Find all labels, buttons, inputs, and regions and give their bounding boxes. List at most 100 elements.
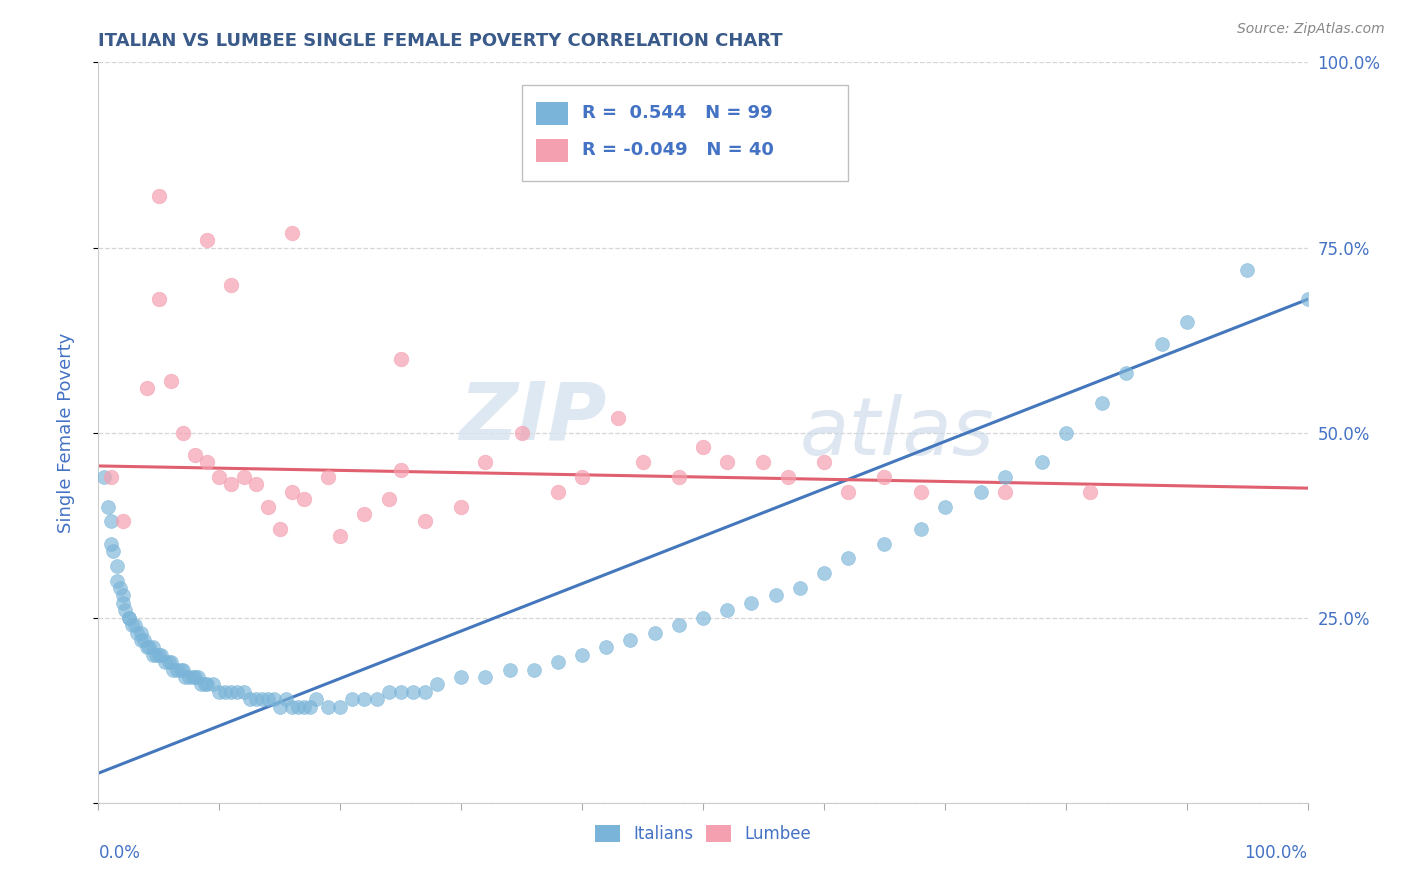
Point [595, 640, 617, 655]
Point [148, 188, 170, 202]
Text: atlas: atlas [800, 393, 994, 472]
Point [208, 470, 231, 484]
Point [100, 536, 122, 550]
Point [129, 625, 152, 640]
Point [150, 648, 173, 662]
Point [776, 470, 799, 484]
Point [172, 425, 194, 440]
Point [692, 610, 714, 624]
Point [402, 685, 425, 699]
Point [510, 425, 533, 440]
Point [765, 589, 787, 603]
Point [474, 455, 496, 469]
Point [118, 610, 141, 624]
Point [970, 484, 993, 499]
Point [389, 351, 412, 366]
Point [813, 566, 835, 581]
Point [202, 677, 225, 691]
Point [256, 500, 278, 514]
Point [426, 677, 449, 691]
Point [111, 589, 134, 603]
Point [716, 455, 738, 469]
Point [269, 522, 291, 536]
Point [118, 610, 141, 624]
Point [208, 685, 231, 699]
Point [239, 692, 262, 706]
Point [245, 692, 267, 706]
Point [169, 663, 191, 677]
Point [389, 462, 412, 476]
Point [148, 293, 170, 307]
Point [813, 455, 835, 469]
Point [547, 484, 569, 499]
Point [934, 500, 956, 514]
Point [108, 581, 131, 595]
Point [873, 470, 896, 484]
Point [389, 685, 412, 699]
Point [101, 544, 124, 558]
Text: 0.0%: 0.0% [98, 844, 141, 862]
Point [114, 603, 136, 617]
Point [221, 685, 243, 699]
Point [910, 522, 932, 536]
Text: R =  0.544   N = 99: R = 0.544 N = 99 [582, 103, 773, 122]
Point [269, 699, 291, 714]
Point [93, 470, 115, 484]
Point [157, 655, 180, 669]
Point [474, 670, 496, 684]
Point [160, 655, 183, 669]
Point [353, 507, 375, 521]
Point [184, 448, 207, 462]
Point [142, 640, 165, 655]
Point [181, 670, 204, 684]
Point [121, 618, 143, 632]
Point [129, 632, 152, 647]
Point [994, 484, 1017, 499]
Point [789, 581, 811, 595]
Point [1236, 262, 1258, 277]
Point [145, 648, 167, 662]
Point [190, 677, 212, 691]
Point [100, 515, 122, 529]
Point [232, 470, 254, 484]
Point [523, 663, 546, 677]
Point [274, 692, 297, 706]
Point [631, 455, 654, 469]
Point [316, 699, 339, 714]
Point [498, 663, 520, 677]
Point [450, 670, 472, 684]
Point [134, 632, 156, 647]
Point [105, 558, 128, 573]
Point [97, 500, 120, 514]
Point [910, 484, 932, 499]
Text: 100.0%: 100.0% [1244, 844, 1308, 862]
Point [547, 655, 569, 669]
Point [281, 484, 304, 499]
FancyBboxPatch shape [536, 139, 568, 161]
Point [250, 692, 273, 706]
Point [148, 648, 170, 662]
Point [162, 663, 184, 677]
Point [377, 492, 399, 507]
Point [194, 677, 217, 691]
Point [195, 455, 218, 469]
Point [571, 648, 593, 662]
Point [1115, 367, 1137, 381]
Point [619, 632, 641, 647]
Point [837, 551, 859, 566]
Point [245, 477, 267, 491]
Text: Source: ZipAtlas.com: Source: ZipAtlas.com [1237, 22, 1385, 37]
Point [377, 685, 399, 699]
Point [450, 500, 472, 514]
Point [366, 692, 388, 706]
Point [873, 536, 896, 550]
Point [135, 381, 157, 395]
Text: ZIP: ZIP [458, 379, 606, 457]
Point [752, 455, 775, 469]
Point [263, 692, 285, 706]
Point [142, 648, 165, 662]
Point [413, 515, 436, 529]
Point [837, 484, 859, 499]
Point [111, 596, 134, 610]
Point [221, 277, 243, 292]
